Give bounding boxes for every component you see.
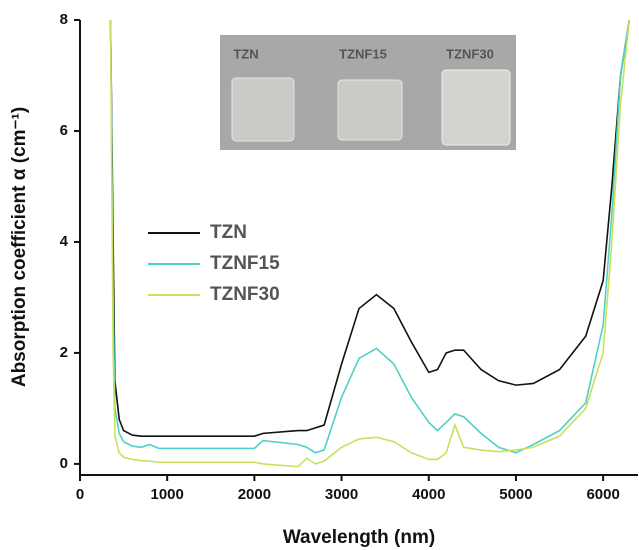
series-line [109, 20, 631, 437]
inset-label: TZNF15 [339, 46, 387, 61]
legend-label: TZN [210, 222, 247, 243]
legend-label: TZNF15 [210, 253, 280, 274]
x-axis-title: Wavelength (nm) [283, 527, 435, 548]
legend-label: TZNF30 [210, 284, 280, 305]
x-tick-label: 0 [76, 486, 84, 503]
x-tick-label: 2000 [238, 486, 271, 503]
sample [231, 77, 295, 142]
inset-photo [220, 35, 516, 150]
inset-label: TZN [233, 46, 258, 61]
x-tick-label: 5000 [499, 486, 532, 503]
series-line [109, 20, 631, 468]
sample [337, 79, 403, 141]
y-axis-title: Absorption coefficient α (cm⁻¹) [9, 107, 30, 387]
y-tick-label: 8 [60, 11, 68, 28]
sample [441, 69, 511, 146]
y-tick-label: 2 [60, 344, 68, 361]
series-line [109, 20, 631, 454]
y-tick-label: 0 [60, 455, 68, 472]
y-tick-label: 4 [60, 233, 69, 250]
x-tick-label: 3000 [325, 486, 358, 503]
x-tick-label: 1000 [151, 486, 184, 503]
y-tick-label: 6 [60, 122, 68, 139]
x-tick-label: 4000 [412, 486, 445, 503]
inset-label: TZNF30 [446, 46, 494, 61]
plot-area [109, 20, 631, 468]
x-tick-label: 6000 [586, 486, 619, 503]
